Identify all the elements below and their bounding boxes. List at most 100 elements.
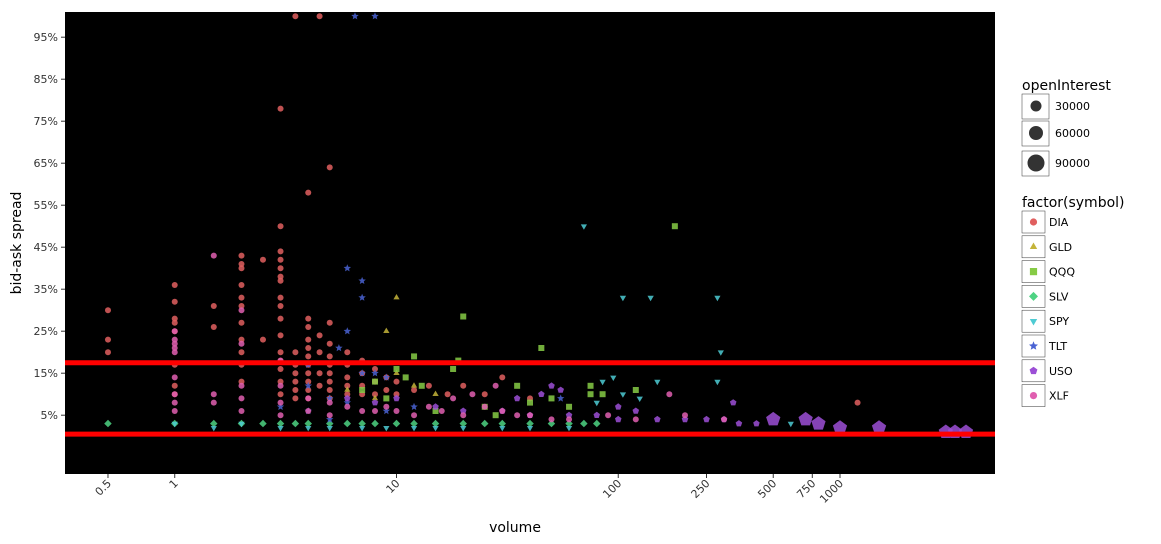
data-point [654,379,661,386]
legend-label: SLV [1049,290,1069,303]
data-point [432,408,439,414]
data-point [359,387,366,393]
data-point [171,382,178,389]
data-point [787,421,794,428]
data-point [259,419,267,428]
data-point [615,415,622,423]
data-point [358,419,366,428]
data-point [371,12,379,20]
data-point [238,421,245,428]
data-point [343,398,351,406]
data-point [411,353,418,360]
legend-item-xlf: XLF [1021,384,1069,407]
data-point [277,391,284,398]
data-point [432,426,439,432]
data-point [277,248,284,255]
data-point [277,315,284,322]
data-point [210,303,217,309]
data-point [305,315,312,322]
data-point [703,415,710,423]
data-point [292,387,299,393]
data-point [277,378,284,385]
data-point [481,391,488,398]
data-point [371,399,379,406]
data-point [411,412,418,419]
data-point [259,336,266,343]
data-point [344,374,351,381]
data-point [276,402,285,410]
data-point [538,345,545,351]
data-point [305,408,312,414]
data-point [371,419,379,428]
data-point [277,277,284,284]
data-point [721,416,728,423]
y-tick-label: 75% [34,115,58,128]
data-point [632,416,639,423]
data-point [277,303,284,309]
series-spy [171,224,794,432]
data-point [344,386,351,392]
data-point [410,426,418,432]
data-point [548,395,555,402]
size-legend-item: 60000 [1021,120,1090,147]
data-point [210,426,217,432]
series-gld [344,294,439,401]
data-point [316,382,323,389]
data-point [238,349,245,356]
legend-item-tlt: TLT [1021,334,1067,358]
data-point [358,293,366,301]
data-point [854,399,861,406]
data-point [276,419,285,428]
y-tick-label: 95% [34,31,58,44]
data-point [305,353,312,360]
data-point [499,408,506,414]
data-point [450,395,457,402]
data-point [460,382,467,389]
x-tick-label: 1 [167,477,181,491]
data-point [326,387,333,393]
data-point [358,369,366,377]
data-point [425,403,432,410]
legend-label: SPY [1049,315,1069,328]
size-legend-title: openInterest [1022,78,1111,94]
data-point [580,419,588,428]
legend-item-dia: DIA [1021,210,1069,234]
data-point [548,416,555,423]
data-point [210,252,217,259]
data-point [343,264,351,272]
size-legend-label: 30000 [1055,100,1090,113]
data-point [654,415,661,423]
data-point [382,407,391,415]
data-point [277,256,284,263]
data-point [238,408,245,414]
legend-item-spy: SPY [1021,309,1069,333]
legend-symbol [1029,392,1038,400]
data-point [632,387,639,393]
points-layer [104,12,974,438]
data-point [798,411,813,426]
data-point [871,420,887,434]
data-point [527,412,533,419]
data-point [292,349,299,356]
data-point [171,328,178,335]
data-point [305,189,312,196]
data-point [277,273,284,280]
data-point [277,426,284,432]
x-axis-title: volume [489,520,541,536]
data-point [666,391,673,398]
legend-symbol [1029,291,1038,301]
legend-label: XLF [1049,390,1069,403]
data-point [104,336,111,343]
data-point [460,426,467,432]
data-point [538,390,545,397]
data-point [343,327,351,335]
data-point [292,378,299,385]
data-point [410,419,418,428]
data-point [593,400,600,407]
x-tick-label: 750 [794,477,818,501]
legend-label: USO [1049,365,1073,378]
data-point [171,399,178,406]
data-point [344,382,351,389]
size-legend-label: 60000 [1055,127,1090,140]
